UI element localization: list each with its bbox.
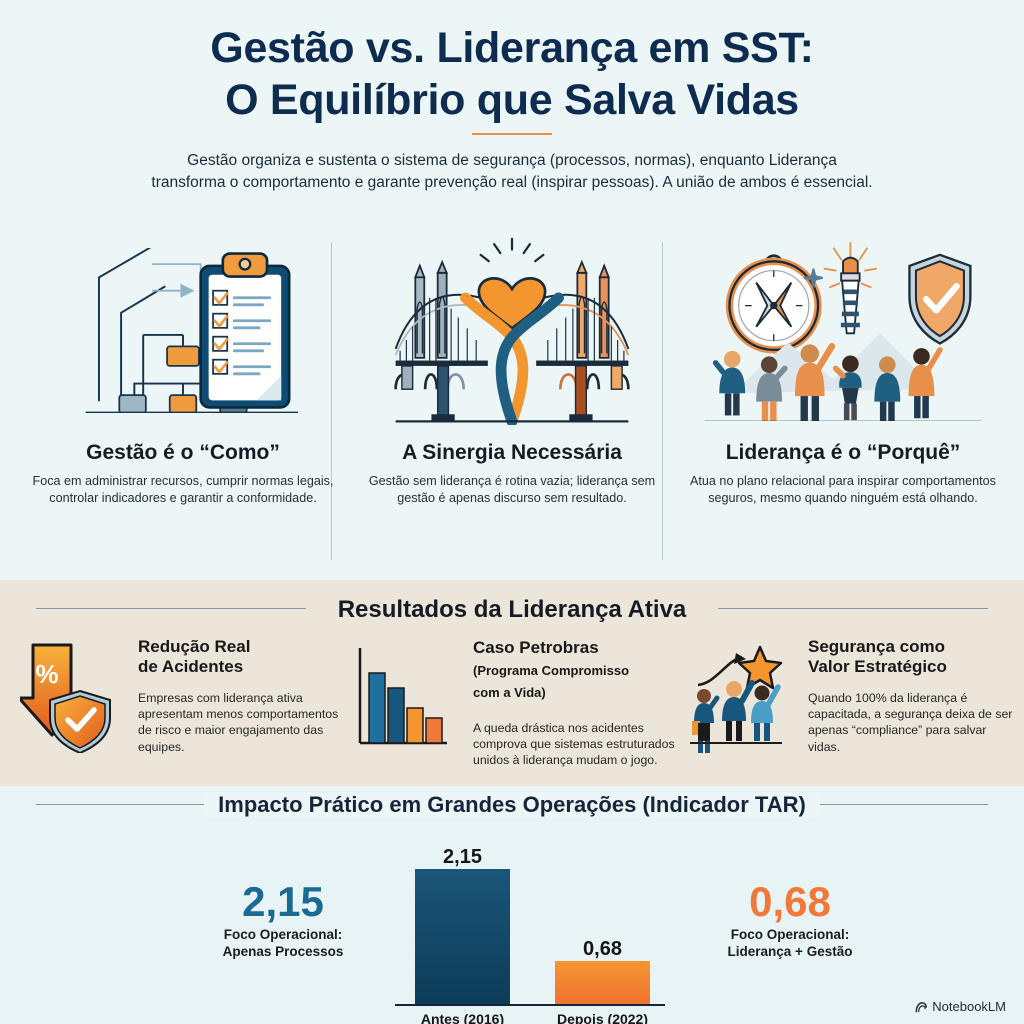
svg-text:%: % [35, 659, 58, 689]
